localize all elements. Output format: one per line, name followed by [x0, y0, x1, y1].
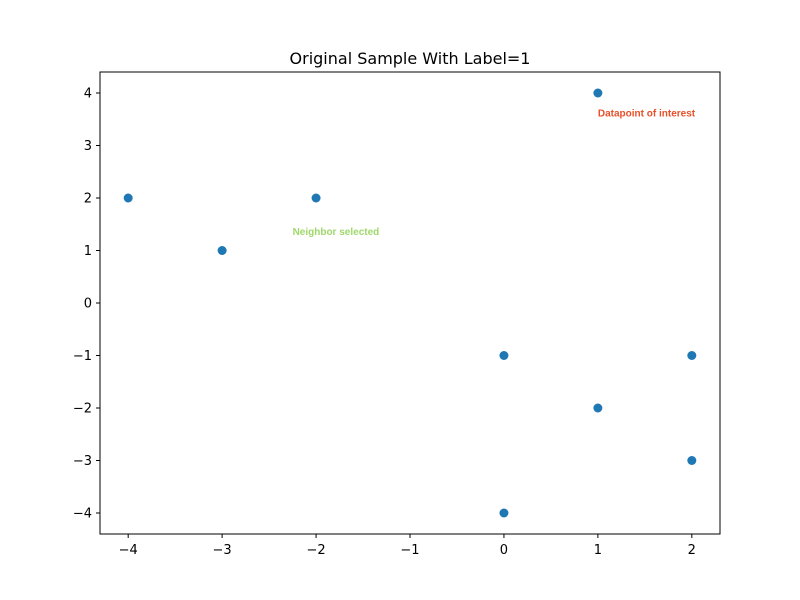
scatter-point — [687, 351, 697, 360]
x-tick-label: −1 — [400, 543, 419, 558]
scatter-point — [499, 508, 509, 518]
y-tick-label: 1 — [84, 244, 92, 259]
y-tick-label: −3 — [73, 454, 92, 469]
scatter-point — [593, 403, 603, 413]
axes: −4 −3 −2 −1 0 1 2 4 3 2 1 0 −1 −2 −3 −4 — [73, 71, 721, 558]
plot-frame — [99, 71, 721, 535]
scatter-point — [123, 193, 133, 203]
x-tick-label: 1 — [594, 543, 602, 558]
annotation-label: Neighbor selected — [293, 227, 380, 238]
annotations: Datapoint of interest Neighbor selected — [293, 109, 696, 238]
scatter-point — [499, 351, 509, 360]
x-tick-label: −3 — [213, 543, 232, 558]
annotation-label: Datapoint of interest — [598, 109, 696, 120]
data-points — [123, 88, 697, 518]
scatter-point — [593, 88, 603, 98]
y-tick-label: −2 — [73, 402, 92, 417]
y-tick-label: 3 — [84, 139, 92, 154]
x-tick-label: −4 — [119, 543, 138, 558]
x-tick-label: 2 — [688, 543, 696, 558]
y-tick-label: 0 — [84, 297, 92, 312]
chart-title: Original Sample With Label=1 — [290, 49, 531, 68]
scatter-point — [217, 246, 227, 255]
x-tick-label: 0 — [500, 543, 508, 558]
y-tick-label: −4 — [73, 507, 92, 522]
scatter-point — [311, 193, 321, 203]
y-tick-label: 2 — [84, 192, 92, 207]
x-tick-label: −2 — [306, 543, 325, 558]
scatter-point — [687, 456, 697, 465]
y-tick-label: 4 — [84, 87, 92, 102]
y-tick-label: −1 — [73, 349, 92, 364]
